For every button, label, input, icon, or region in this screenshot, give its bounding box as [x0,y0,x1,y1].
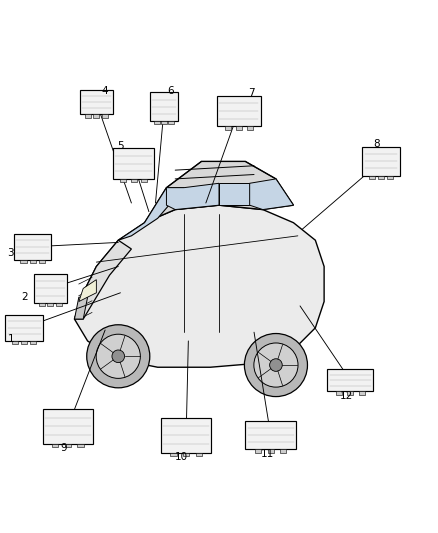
Polygon shape [79,280,96,302]
Circle shape [96,334,140,378]
Bar [102,114,108,118]
Bar [39,260,45,263]
Polygon shape [219,183,250,205]
Polygon shape [74,205,324,367]
Text: 3: 3 [7,248,14,259]
Bar [42,409,93,444]
Bar [14,233,51,260]
Bar [161,418,211,453]
Polygon shape [118,188,184,240]
Bar [21,260,27,263]
Bar [30,260,36,263]
Bar [154,121,160,124]
Bar [39,303,45,306]
Bar [268,449,274,453]
Bar [170,453,177,456]
Circle shape [244,334,307,397]
Bar [196,453,202,456]
Bar [369,175,375,179]
Text: 11: 11 [261,449,274,459]
Bar [113,148,154,179]
Bar [336,391,342,395]
Bar [347,391,353,395]
Polygon shape [250,179,293,209]
Circle shape [270,359,282,372]
Bar [141,179,147,182]
Text: 6: 6 [167,86,174,96]
Bar [78,444,84,447]
Bar [328,369,373,391]
Polygon shape [74,240,131,319]
Bar [150,92,179,121]
Circle shape [87,325,150,388]
Bar [225,126,231,130]
Bar [47,303,53,306]
Bar [387,175,393,179]
Text: 10: 10 [175,452,188,462]
Bar [236,126,242,130]
Bar [80,90,113,114]
Text: 4: 4 [102,86,109,96]
Text: 7: 7 [248,88,255,99]
Text: 5: 5 [117,141,124,151]
Bar [168,121,174,124]
Bar [93,114,99,118]
Polygon shape [74,297,88,319]
Text: 8: 8 [373,139,380,149]
Polygon shape [145,161,293,223]
Polygon shape [166,183,219,209]
Bar [280,449,286,453]
Text: 9: 9 [60,443,67,453]
Bar [359,391,365,395]
Bar [52,444,58,447]
Bar [30,341,36,344]
Circle shape [112,350,124,362]
Bar [85,114,91,118]
Bar [217,96,261,126]
Text: 12: 12 [339,391,353,401]
Bar [255,449,261,453]
Bar [161,121,167,124]
Bar [183,453,189,456]
Bar [247,126,253,130]
Bar [56,303,62,306]
Bar [120,179,126,182]
Bar [5,314,43,341]
Bar [245,421,296,449]
Bar [12,341,18,344]
Text: 1: 1 [7,334,14,344]
Bar [34,274,67,303]
Bar [65,444,71,447]
Text: 2: 2 [21,292,28,302]
Bar [362,147,399,175]
Bar [378,175,384,179]
Circle shape [254,343,298,387]
Bar [21,341,27,344]
Bar [131,179,137,182]
